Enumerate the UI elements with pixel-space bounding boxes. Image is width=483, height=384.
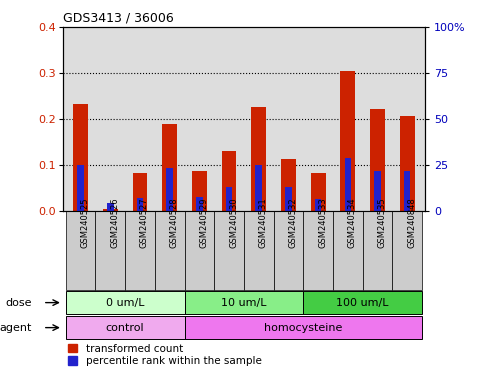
Bar bbox=[132, 173, 147, 211]
Bar bbox=[185, 316, 422, 339]
Text: dose: dose bbox=[5, 298, 32, 308]
Text: GSM240530: GSM240530 bbox=[229, 198, 238, 248]
Text: GSM240532: GSM240532 bbox=[288, 198, 298, 248]
Bar bbox=[344, 158, 351, 211]
Text: GSM240533: GSM240533 bbox=[318, 198, 327, 248]
Bar bbox=[341, 71, 355, 211]
Text: GSM240528: GSM240528 bbox=[170, 198, 179, 248]
Text: 0 um/L: 0 um/L bbox=[106, 298, 144, 308]
Bar bbox=[303, 211, 333, 290]
Bar bbox=[285, 187, 292, 211]
Bar bbox=[66, 211, 96, 290]
Text: GDS3413 / 36006: GDS3413 / 36006 bbox=[63, 11, 173, 24]
Bar bbox=[196, 197, 203, 211]
Bar bbox=[137, 198, 143, 211]
Text: GSM240529: GSM240529 bbox=[199, 198, 208, 248]
Text: GSM240525: GSM240525 bbox=[81, 198, 90, 248]
Bar bbox=[103, 209, 118, 211]
Bar bbox=[73, 104, 88, 211]
Bar bbox=[155, 211, 185, 290]
Bar bbox=[404, 170, 411, 211]
Bar bbox=[273, 211, 303, 290]
Bar bbox=[214, 211, 244, 290]
Bar bbox=[363, 211, 392, 290]
Bar bbox=[162, 124, 177, 211]
Bar bbox=[251, 107, 266, 211]
Text: GSM240848: GSM240848 bbox=[407, 198, 416, 248]
Bar bbox=[185, 291, 303, 314]
Text: GSM240526: GSM240526 bbox=[110, 198, 119, 248]
Bar bbox=[311, 173, 326, 211]
Bar bbox=[315, 199, 321, 211]
Bar bbox=[222, 151, 237, 211]
Bar bbox=[66, 291, 185, 314]
Bar bbox=[370, 109, 385, 211]
Text: 10 um/L: 10 um/L bbox=[221, 298, 267, 308]
Bar bbox=[333, 211, 363, 290]
Text: GSM240531: GSM240531 bbox=[259, 198, 268, 248]
Bar bbox=[374, 170, 381, 211]
Text: agent: agent bbox=[0, 323, 32, 333]
Bar bbox=[400, 116, 414, 211]
Bar bbox=[167, 168, 173, 211]
Text: GSM240527: GSM240527 bbox=[140, 198, 149, 248]
Bar bbox=[392, 211, 422, 290]
Bar bbox=[303, 291, 422, 314]
Text: 100 um/L: 100 um/L bbox=[337, 298, 389, 308]
Bar bbox=[256, 165, 262, 211]
Legend: transformed count, percentile rank within the sample: transformed count, percentile rank withi… bbox=[68, 344, 262, 366]
Bar bbox=[77, 165, 84, 211]
Bar bbox=[185, 211, 214, 290]
Text: control: control bbox=[106, 323, 144, 333]
Text: GSM240534: GSM240534 bbox=[348, 198, 357, 248]
Bar bbox=[244, 211, 273, 290]
Bar bbox=[107, 203, 114, 211]
Text: GSM240535: GSM240535 bbox=[378, 198, 386, 248]
Bar bbox=[125, 211, 155, 290]
Bar bbox=[192, 170, 207, 211]
Bar bbox=[96, 211, 125, 290]
Bar bbox=[66, 316, 185, 339]
Text: homocysteine: homocysteine bbox=[264, 323, 342, 333]
Bar bbox=[281, 159, 296, 211]
Bar bbox=[226, 187, 232, 211]
